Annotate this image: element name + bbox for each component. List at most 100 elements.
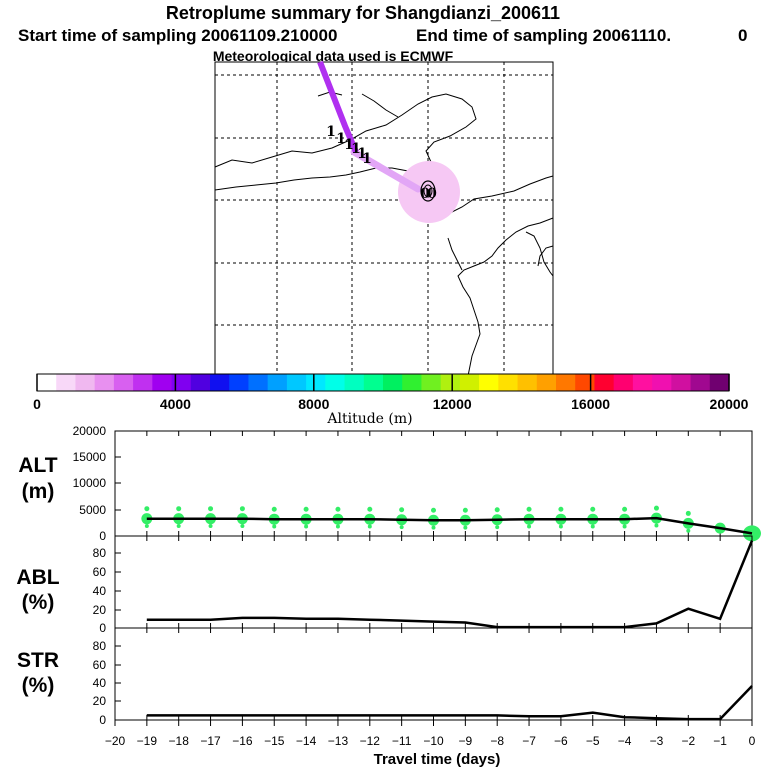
met-data-text: Meteorological data used is ECMWF: [213, 48, 454, 64]
colorbar-swatch: [325, 374, 346, 391]
alt-scatter-point: [654, 523, 659, 528]
panel-alt: ALT (m) 20000 15000 10000 5000 0: [18, 424, 761, 543]
colorbar-label: Altitude (m): [326, 411, 412, 427]
map-day-label: 1: [344, 137, 354, 153]
alt-scatter-point: [527, 524, 532, 529]
colorbar-swatch: [479, 374, 499, 391]
colorbar-tick-label: 4000: [160, 396, 191, 412]
panel-ylabel-unit: (m): [22, 480, 55, 503]
alt-scatter-point: [335, 506, 341, 512]
alt-scatter-point: [367, 506, 373, 512]
y-tick-label: 60: [93, 658, 107, 672]
x-tick-label: −20: [105, 734, 126, 748]
alt-scatter-point: [558, 506, 564, 512]
y-tick-label: 0: [99, 713, 106, 727]
alt-scatter-point: [495, 525, 500, 530]
colorbar-swatch: [709, 374, 730, 391]
panel-abl: ABL(%) 80 60 40 20 0: [16, 535, 754, 635]
alt-scatter-point: [590, 524, 595, 529]
alt-scatter-point: [208, 506, 214, 512]
x-tick-label: −6: [554, 734, 568, 748]
alt-scatter-point: [399, 525, 404, 530]
plume-trail: [350, 148, 422, 193]
receptor-ring-outer: [420, 180, 436, 202]
map-day-label: 1: [326, 124, 336, 140]
colorbar-swatch: [286, 374, 307, 391]
map-day-label: 0: [427, 186, 437, 202]
colorbar: 0 4000 8000 12000 16000 20000: [33, 373, 749, 412]
colorbar-swatch: [133, 374, 153, 391]
alt-scatter-point: [622, 524, 627, 529]
panel-ylabel: STR: [17, 649, 59, 672]
x-tick-label: −9: [459, 734, 473, 748]
colorbar-swatch: [248, 374, 269, 391]
x-tick-label: −5: [586, 734, 600, 748]
x-tick-label: −14: [296, 734, 317, 748]
panel-ylabel: ABL: [16, 566, 59, 589]
x-tick-label: −15: [264, 734, 285, 748]
panel-frame: [114, 627, 753, 721]
colorbar-tick-label: 20000: [710, 396, 749, 412]
alt-scatter-point: [335, 524, 340, 529]
colorbar-swatch: [459, 374, 480, 391]
alt-scatter-point: [399, 507, 405, 513]
chart-title: Retroplume summary for Shangdianzi_20061…: [166, 3, 560, 23]
colorbar-swatch: [402, 374, 423, 391]
y-tick-label: 5000: [79, 503, 106, 517]
panel-ylabel: ALT: [18, 454, 57, 477]
y-tick-label: 40: [93, 584, 107, 598]
alt-scatter-point: [462, 507, 468, 513]
alt-scatter-point: [271, 506, 277, 512]
colorbar-swatch: [498, 374, 519, 391]
alt-scatter-point: [144, 524, 149, 529]
x-tick-label: −18: [169, 734, 190, 748]
x-tick-label: −4: [618, 734, 632, 748]
colorbar-swatch: [383, 374, 403, 391]
colorbar-swatch: [363, 374, 384, 391]
alt-scatter-point: [685, 510, 691, 516]
map-day-label: 0: [420, 186, 430, 202]
map-frame: [214, 61, 554, 377]
colorbar-swatch: [440, 374, 461, 391]
backward-track: [317, 60, 359, 154]
alt-scatter-point: [622, 506, 628, 512]
alt-scatter-point: [526, 506, 532, 512]
y-tick-label: 15000: [73, 450, 107, 464]
colorbar-swatch: [421, 374, 442, 391]
y-tick-label: 0: [99, 529, 106, 543]
x-axis: −20 −19 −18 −17 −16 −15 −14 −13 −12 −11 −10 −9 −8 −7−…: [105, 720, 756, 748]
colorbar-swatch: [267, 374, 288, 391]
x-axis-label: Travel time (days): [374, 751, 501, 768]
receptor-ring-inner: [423, 184, 433, 198]
alt-scatter-point: [590, 506, 596, 512]
x-tick-label: −13: [328, 734, 349, 748]
plume-blob: [398, 161, 460, 223]
colorbar-swatch: [171, 374, 192, 391]
panel-ylabel-unit: (%): [22, 591, 55, 614]
y-tick-label: 20000: [73, 424, 107, 438]
alt-scatter-point: [304, 524, 309, 529]
x-tick-label: −16: [232, 734, 253, 748]
colorbar-swatch: [94, 374, 115, 391]
x-tick-label: 0: [749, 734, 756, 748]
alt-scatter-point: [176, 506, 182, 512]
colorbar-swatch: [613, 374, 634, 391]
colorbar-swatch: [37, 374, 57, 391]
y-tick-label: 0: [99, 621, 106, 635]
start-time-text: Start time of sampling 20061109.210000: [18, 26, 337, 45]
alt-scatter-point: [303, 506, 309, 512]
map-day-label: 1: [351, 141, 361, 157]
colorbar-swatch: [690, 374, 711, 391]
alt-scatter-point: [653, 505, 659, 511]
x-tick-label: −10: [423, 734, 444, 748]
alt-scatter-point: [208, 524, 213, 529]
colorbar-swatch: [210, 374, 230, 391]
alt-scatter-point: [431, 507, 436, 513]
end-time-suffix: 0: [738, 26, 747, 45]
colorbar-swatch: [229, 374, 250, 391]
colorbar-swatch: [56, 374, 77, 391]
map-day-label: 1: [336, 131, 346, 147]
